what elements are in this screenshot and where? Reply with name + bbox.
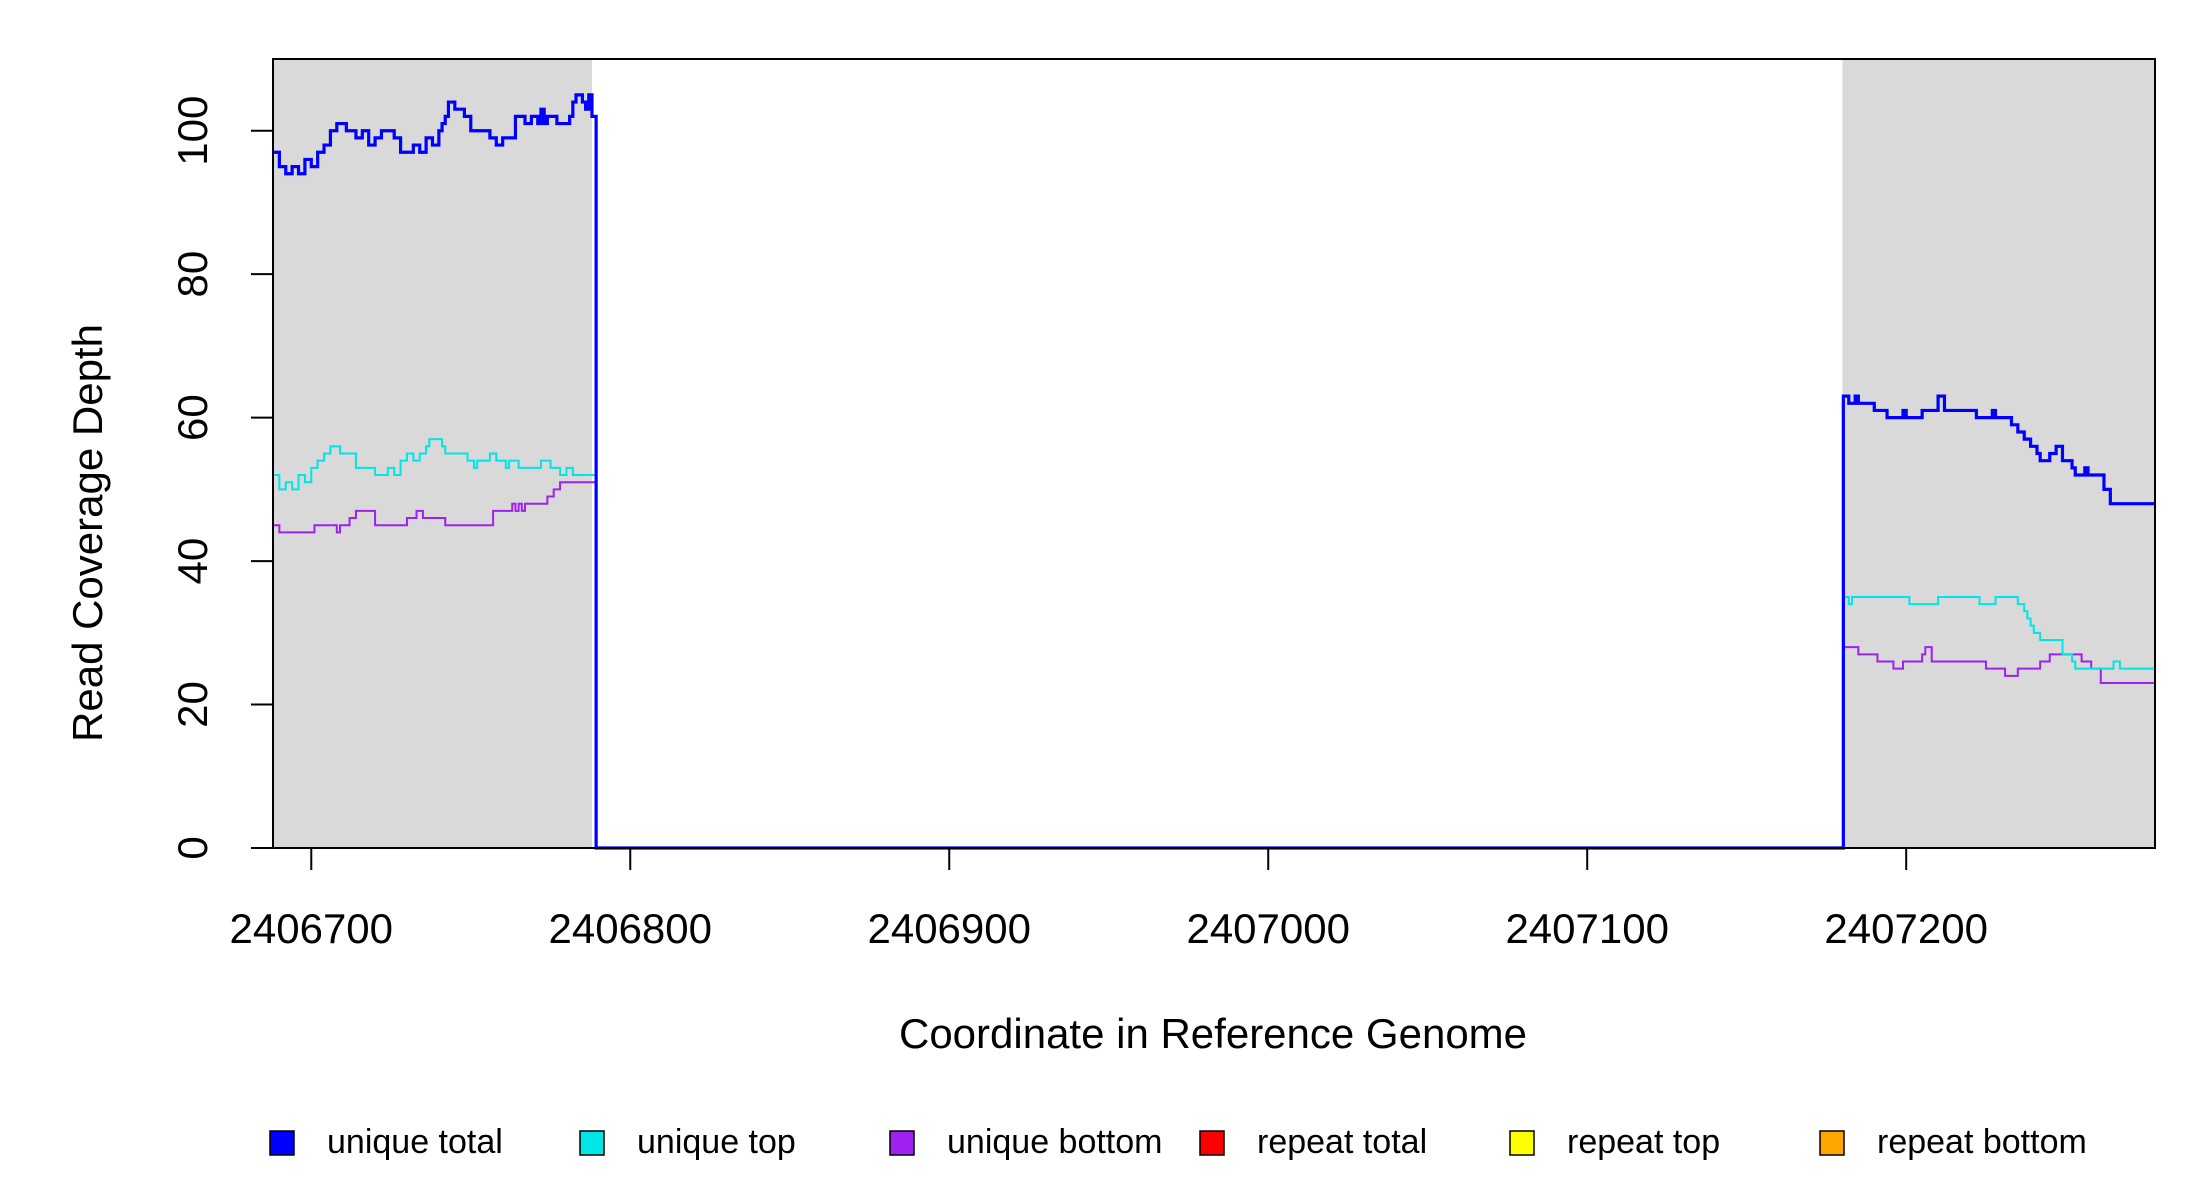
legend-label-unique-total: unique total: [327, 1123, 503, 1161]
shaded-region-1: [273, 59, 592, 848]
legend-swatch-unique-total: [269, 1130, 295, 1156]
legend-label-unique-bottom: unique bottom: [947, 1123, 1163, 1161]
legend-swatch-repeat-bottom: [1819, 1130, 1845, 1156]
shaded-region-2: [1842, 59, 2155, 848]
series-line-unique-bottom: [273, 481, 2155, 849]
series-line-unique-top: [273, 438, 2155, 849]
y-tick-label-60: 60: [169, 394, 216, 441]
x-tick-label-2406700: 2406700: [230, 905, 394, 952]
legend-label-repeat-top: repeat top: [1567, 1123, 1720, 1161]
x-tick-label-2407200: 2407200: [1824, 905, 1988, 952]
x-axis: 2406700 2406800 2406900 2407000 2407100 24072…: [230, 847, 1988, 952]
x-tick-label-2407100: 2407100: [1505, 905, 1669, 952]
x-tick-label-2406900: 2406900: [867, 905, 1031, 952]
legend-label-unique-top: unique top: [637, 1123, 796, 1161]
legend: unique total unique top unique bottom repea…: [269, 1123, 2087, 1161]
y-tick-label-100: 100: [169, 96, 216, 166]
shaded-regions: [273, 59, 2155, 848]
x-tick-label-2406800: 2406800: [549, 905, 713, 952]
series-line-unique-total: [273, 93, 2155, 850]
y-tick-label-20: 20: [169, 681, 216, 728]
legend-swatch-repeat-top: [1509, 1130, 1535, 1156]
x-axis-title: Coordinate in Reference Genome: [899, 1010, 1527, 1057]
y-axis: 0 20 40 60 80 100: [169, 96, 274, 860]
legend-swatch-unique-top: [579, 1130, 605, 1156]
y-tick-label-40: 40: [169, 538, 216, 585]
y-tick-label-0: 0: [169, 836, 216, 859]
legend-label-repeat-bottom: repeat bottom: [1877, 1123, 2087, 1161]
x-tick-label-2407000: 2407000: [1186, 905, 1350, 952]
legend-swatch-unique-bottom: [889, 1130, 915, 1156]
legend-label-repeat-total: repeat total: [1257, 1123, 1427, 1161]
y-axis-title: Read Coverage Depth: [64, 324, 111, 742]
y-tick-label-80: 80: [169, 251, 216, 298]
legend-swatch-repeat-total: [1199, 1130, 1225, 1156]
